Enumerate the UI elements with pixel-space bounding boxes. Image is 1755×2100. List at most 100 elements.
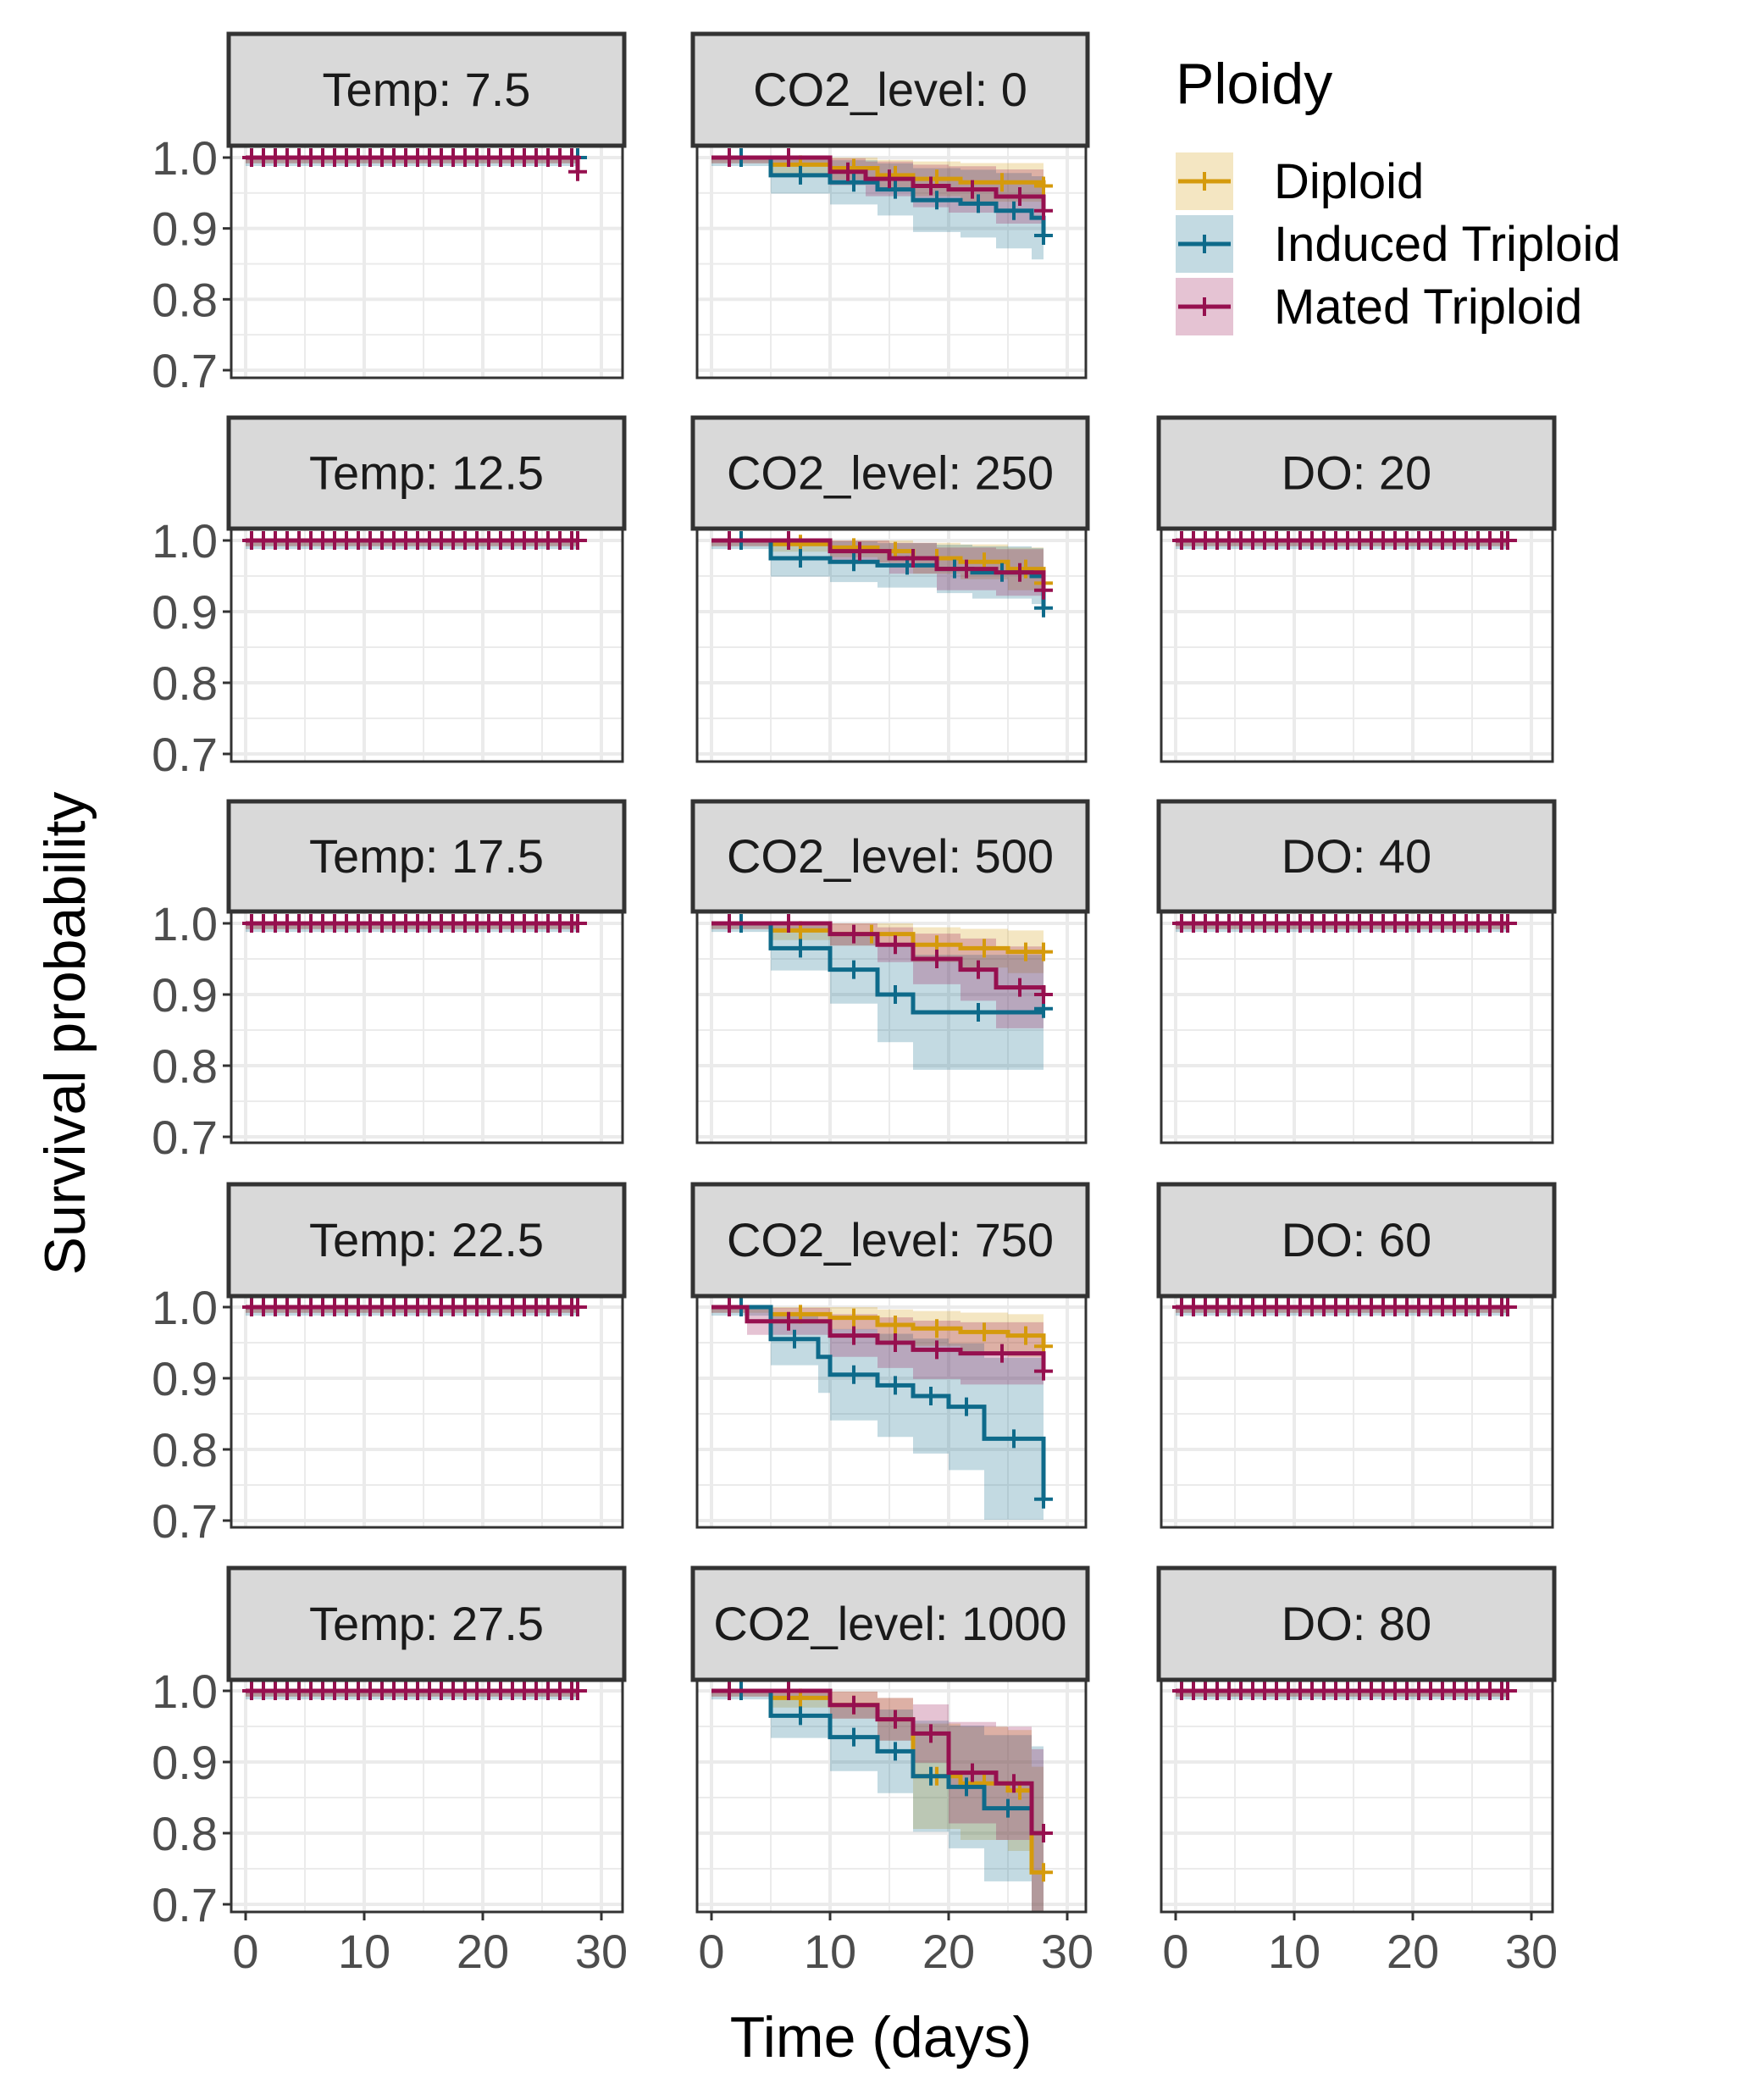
facet-panel: Temp: 27.5 0.7 0.8 0.9 1.0 0 10 20 30 xyxy=(152,1565,628,1978)
facet-strip xyxy=(1156,1182,1557,1299)
censor-mark xyxy=(922,176,940,196)
ci-band xyxy=(246,1691,578,1700)
censor-mark xyxy=(1005,1429,1023,1449)
censor-mark xyxy=(922,1387,940,1405)
panels-group: Temp: 7.5 0.7 0.8 0.9 1.0 Temp: 12.5 0.7 0.8 0.9… xyxy=(152,31,1558,1978)
censor-mark xyxy=(886,180,905,199)
censor-mark xyxy=(844,1727,863,1747)
censor-mark xyxy=(1034,598,1053,618)
y-tick-label: 0.7 xyxy=(152,1878,218,1931)
facet-panel: Temp: 22.5 0.7 0.8 0.9 1.0 xyxy=(152,1182,627,1548)
series-group xyxy=(1172,531,1517,550)
censor-mark xyxy=(927,1340,946,1360)
y-tick-label: 0.8 xyxy=(152,273,218,326)
legend-key-mark xyxy=(1195,172,1214,191)
series-group xyxy=(711,148,1053,287)
censor-mark xyxy=(1034,176,1053,196)
legend-key-mark xyxy=(1195,235,1214,253)
ci-band xyxy=(1176,1691,1508,1700)
censor-mark xyxy=(969,960,988,979)
x-tick-label: 30 xyxy=(1041,1925,1093,1978)
censor-mark xyxy=(1498,1298,1517,1316)
censor-mark xyxy=(993,173,1011,192)
censor-mark xyxy=(720,1682,739,1700)
censor-mark xyxy=(844,924,863,944)
x-tick-label: 20 xyxy=(922,1925,975,1978)
x-tick-label: 20 xyxy=(1387,1925,1439,1978)
y-tick-label: 0.7 xyxy=(152,1494,218,1548)
facet-strip-label: CO2_level: 750 xyxy=(727,1213,1054,1266)
ci-band xyxy=(1176,1307,1508,1316)
censor-mark xyxy=(1034,201,1053,220)
facet-strip xyxy=(1156,799,1557,914)
y-tick-label: 1.0 xyxy=(152,1281,218,1334)
y-tick-label: 0.9 xyxy=(152,585,218,639)
censor-mark xyxy=(1034,985,1053,1004)
legend-key-mark xyxy=(1195,297,1214,316)
censor-mark xyxy=(720,1298,739,1316)
censor-mark xyxy=(975,939,994,958)
censor-mark xyxy=(568,914,587,933)
censor-mark xyxy=(886,1333,905,1352)
y-tick-label: 1.0 xyxy=(152,514,218,568)
y-tick-label: 0.9 xyxy=(152,1352,218,1405)
facet-strip-label: DO: 20 xyxy=(1282,446,1431,500)
facet-strip-label: Temp: 17.5 xyxy=(309,829,544,883)
censor-mark xyxy=(886,1376,905,1395)
legend-item: Diploid xyxy=(1176,152,1424,210)
facet-strip xyxy=(690,1565,1090,1682)
survival-step-line xyxy=(711,155,1046,236)
facet-panel: DO: 40 xyxy=(1156,799,1557,1144)
censor-mark xyxy=(1034,580,1053,600)
legend-item: Induced Triploid xyxy=(1176,215,1620,273)
y-tick-label: 0.8 xyxy=(152,1423,218,1477)
x-axis-label: Time (days) xyxy=(730,2005,1032,2070)
censor-mark xyxy=(568,1298,587,1316)
censor-mark xyxy=(568,1682,587,1700)
censor-mark xyxy=(1498,1682,1517,1700)
facet-strip xyxy=(226,31,627,148)
censor-mark xyxy=(791,1706,810,1726)
ci-band xyxy=(711,1691,1044,1912)
censor-mark xyxy=(969,1003,988,1022)
censor-mark xyxy=(922,1766,940,1786)
censor-mark xyxy=(999,1798,1017,1818)
censor-mark xyxy=(785,1329,804,1349)
censor-mark xyxy=(720,148,739,167)
x-tick-label: 20 xyxy=(457,1925,509,1978)
censor-mark xyxy=(720,531,739,550)
survival-step-line xyxy=(711,155,1046,211)
facet-strip-label: Temp: 22.5 xyxy=(309,1213,544,1266)
y-tick-label: 0.7 xyxy=(152,1111,218,1164)
x-tick-label: 10 xyxy=(1268,1925,1320,1978)
series-group xyxy=(242,914,587,933)
censor-mark xyxy=(568,162,587,181)
y-tick-label: 0.7 xyxy=(152,344,218,397)
x-tick-label: 0 xyxy=(232,1925,258,1978)
facet-panel: CO2_level: 500 xyxy=(690,799,1090,1144)
facet-strip xyxy=(1156,415,1557,531)
ci-band xyxy=(246,923,578,933)
y-axis-label: Survival probability xyxy=(33,792,97,1276)
censor-mark xyxy=(1010,978,1029,997)
x-tick-label: 10 xyxy=(804,1925,856,1978)
ci-band xyxy=(711,1307,1044,1527)
censor-mark xyxy=(1034,1863,1053,1882)
panel-background xyxy=(231,146,623,378)
facet-strip-label: CO2_level: 250 xyxy=(727,446,1054,500)
censor-mark xyxy=(880,169,899,189)
y-tick-label: 0.9 xyxy=(152,202,218,256)
survival-step-line xyxy=(711,921,1046,995)
censor-mark xyxy=(1034,1489,1053,1509)
censor-mark xyxy=(1034,1361,1053,1381)
facet-strip xyxy=(690,1182,1090,1299)
panel-background xyxy=(231,529,623,762)
censor-mark xyxy=(779,914,798,933)
facet-panel: Temp: 12.5 0.7 0.8 0.9 1.0 xyxy=(152,415,627,781)
y-tick-label: 0.8 xyxy=(152,1039,218,1093)
series-group xyxy=(242,1682,587,1700)
censor-mark xyxy=(886,1316,905,1334)
facet-strip-label: Temp: 12.5 xyxy=(309,446,544,500)
censor-mark xyxy=(568,531,587,550)
